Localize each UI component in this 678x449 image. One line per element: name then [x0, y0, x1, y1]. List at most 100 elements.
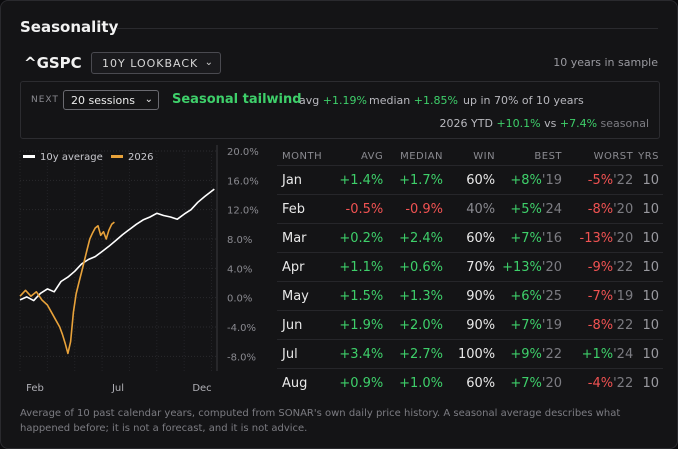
col-best: BEST — [534, 150, 563, 162]
col-median: MEDIAN — [400, 150, 444, 162]
yrs-cell: 10 — [637, 252, 663, 282]
table-row: Jun +1.9% +2.0% 90% +7%'19 -8%'22 10 — [277, 310, 663, 340]
y-tick-label: 16.0% — [227, 176, 259, 187]
worst-year: '20 — [613, 201, 634, 217]
worst-year: '24 — [613, 346, 634, 362]
win-cell: 100% — [447, 339, 500, 369]
worst-value: -5% — [587, 172, 614, 188]
ytd-label: 2026 YTD — [439, 117, 493, 130]
median-value: +1.85% — [413, 94, 458, 107]
yrs-cell: 10 — [637, 194, 663, 224]
worst-value: -9% — [587, 259, 614, 275]
y-tick-label: 12.0% — [227, 206, 259, 217]
next-window-summary: NEXT 20 sessions ⌄ Seasonal tailwind avg… — [20, 81, 660, 139]
avg-stat: avg +1.19% — [299, 94, 367, 107]
series-line-0 — [19, 188, 215, 302]
col-month: MONTH — [282, 150, 323, 162]
table-row: Mar +0.2% +2.4% 60% +7%'16 -13%'20 10 — [277, 223, 663, 253]
table-row: Jul +3.4% +2.7% 100% +9%'22 +1%'24 10 — [277, 339, 663, 369]
up-years-text: up in 70% of 10 years — [463, 94, 584, 107]
table-row: Apr +1.1% +0.6% 70% +13%'20 -9%'22 10 — [277, 252, 663, 282]
worst-year: '22 — [613, 259, 634, 275]
avg-cell: +3.4% — [337, 339, 388, 369]
worst-value: -8% — [587, 201, 614, 217]
best-year: '24 — [541, 201, 563, 217]
x-tick-label: Dec — [192, 383, 211, 394]
sessions-select[interactable]: 20 sessions ⌄ — [63, 90, 159, 110]
yrs-cell: 10 — [637, 368, 663, 397]
seasonality-chart: 20.0% 16.0% 12.0% 8.0% 4.0% 0.0% -4.0% -8.0% Feb… — [19, 145, 259, 394]
avg-cell: -0.5% — [337, 194, 388, 224]
legend-label: 10y average — [40, 152, 103, 163]
monthly-table: MONTH AVG MEDIAN WIN BEST WORST YRS Jan +… — [277, 147, 663, 397]
win-cell: 40% — [447, 194, 500, 224]
month-cell: Aug — [277, 368, 338, 397]
next-label: NEXT — [31, 95, 59, 105]
best-value: +8% — [510, 172, 542, 188]
best-cell: +5%'24 — [499, 194, 567, 224]
series-line-1 — [19, 221, 115, 355]
median-cell: +1.3% — [387, 281, 448, 311]
best-year: '25 — [541, 288, 563, 304]
median-cell: -0.9% — [387, 194, 448, 224]
month-cell: Mar — [277, 223, 338, 253]
panel-title: Seasonality — [20, 18, 119, 36]
worst-cell: +1%'24 — [566, 339, 638, 369]
win-cell: 60% — [447, 368, 500, 397]
seasonal-value: +7.4% — [559, 117, 598, 130]
month-cell: Jul — [277, 339, 338, 369]
y-tick-label: -4.0% — [227, 323, 256, 334]
avg-label: avg — [299, 94, 320, 107]
y-tick-label: 8.0% — [227, 235, 252, 246]
seasonal-label: seasonal — [600, 117, 649, 130]
win-cell: 90% — [447, 281, 500, 311]
best-value: +9% — [510, 346, 542, 362]
col-win: WIN — [473, 150, 496, 162]
title-divider — [116, 28, 658, 29]
median-cell: +2.7% — [387, 339, 448, 369]
table-row: May +1.5% +1.3% 90% +6%'25 -7%'19 10 — [277, 281, 663, 311]
worst-cell: -5%'22 — [566, 165, 638, 195]
best-cell: +7%'19 — [499, 310, 567, 340]
win-cell: 90% — [447, 310, 500, 340]
median-cell: +2.4% — [387, 223, 448, 253]
best-cell: +7%'20 — [499, 368, 567, 397]
yrs-cell: 10 — [637, 310, 663, 340]
month-cell: May — [277, 281, 338, 311]
avg-cell: +1.1% — [337, 252, 388, 282]
worst-cell: -4%'22 — [566, 368, 638, 397]
month-cell: Apr — [277, 252, 338, 282]
lookback-value: 10Y LOOKBACK — [102, 56, 199, 70]
worst-cell: -13%'20 — [566, 223, 638, 253]
avg-value: +1.19% — [322, 94, 367, 107]
col-worst: WORST — [593, 150, 634, 162]
month-cell: Feb — [277, 194, 338, 224]
chevron-down-icon: ⌄ — [144, 94, 153, 105]
median-cell: +1.7% — [387, 165, 448, 195]
avg-cell: +0.9% — [337, 368, 388, 397]
worst-value: -4% — [587, 375, 614, 391]
avg-cell: +1.9% — [337, 310, 388, 340]
worst-value: +1% — [581, 346, 614, 362]
best-year: '19 — [541, 172, 563, 188]
lookback-select[interactable]: 10Y LOOKBACK ⌄ — [91, 52, 221, 74]
best-cell: +8%'19 — [499, 165, 567, 195]
best-value: +7% — [510, 375, 542, 391]
worst-value: -8% — [587, 317, 614, 333]
worst-value: -7% — [587, 288, 614, 304]
worst-year: '22 — [613, 172, 634, 188]
ytd-comparison: 2026 YTD +10.1% vs +7.4% seasonal — [440, 117, 649, 130]
best-cell: +7%'16 — [499, 223, 567, 253]
month-cell: Jan — [277, 165, 338, 195]
median-cell: +1.0% — [387, 368, 448, 397]
yrs-cell: 10 — [637, 339, 663, 369]
avg-cell: +1.5% — [337, 281, 388, 311]
x-tick-label: Feb — [26, 383, 44, 394]
sample-note: 10 years in sample — [553, 56, 658, 69]
vs-label: vs — [544, 117, 557, 130]
y-tick-label: 4.0% — [227, 264, 252, 275]
median-stat: median +1.85% — [369, 94, 458, 107]
best-year: '16 — [541, 230, 563, 246]
chevron-down-icon: ⌄ — [204, 57, 214, 68]
